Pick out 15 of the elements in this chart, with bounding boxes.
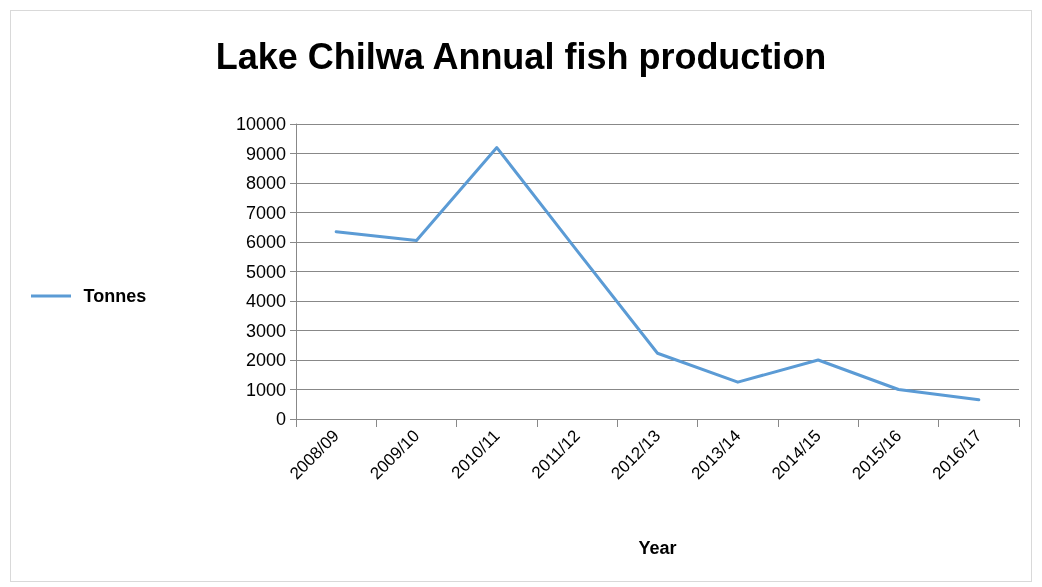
x-axis-title: Year bbox=[638, 538, 677, 558]
chart-title: Lake Chilwa Annual fish production bbox=[215, 35, 827, 77]
y-tick-label: 10000 bbox=[235, 114, 286, 134]
y-tick-label: 6000 bbox=[245, 232, 286, 252]
legend-label: Tonnes bbox=[83, 286, 147, 306]
y-tick-label: 3000 bbox=[245, 320, 286, 341]
y-tick-label: 5000 bbox=[245, 261, 286, 282]
y-tick-label: 4000 bbox=[245, 291, 286, 311]
y-tick-label: 2000 bbox=[245, 350, 286, 370]
line-series bbox=[334, 146, 981, 402]
y-tick-label: 9000 bbox=[245, 143, 286, 164]
y-tick-label: 7000 bbox=[245, 202, 286, 223]
y-tick-label: 0 bbox=[275, 409, 286, 429]
y-tick-label: 8000 bbox=[245, 173, 286, 193]
y-tick-label: 1000 bbox=[245, 379, 286, 400]
